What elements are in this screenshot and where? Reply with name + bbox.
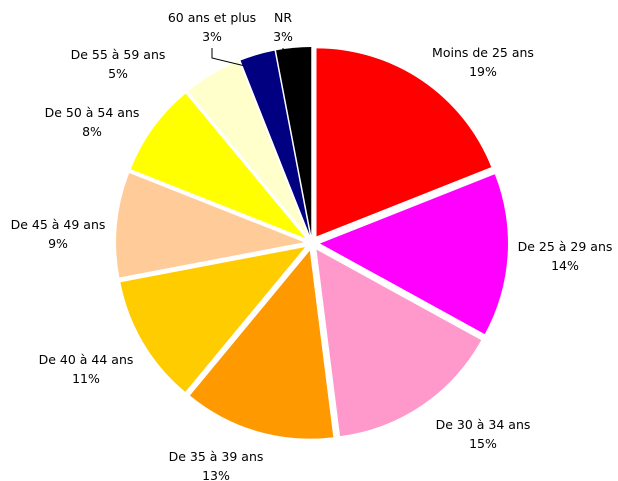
pie-slice-4: [189, 250, 334, 439]
pie-slice-6: [116, 173, 305, 278]
slice-percent-label: 13%: [202, 468, 230, 481]
slice-percent-label: 14%: [551, 258, 579, 273]
slice-label: De 40 à 44 ans: [39, 352, 134, 367]
slice-label: De 50 à 54 ans: [45, 105, 140, 120]
slice-label: 60 ans et plus: [168, 10, 256, 25]
pie-slice-2: [319, 174, 508, 335]
pie-slice-8: [188, 61, 308, 237]
pie-slices: [116, 47, 508, 439]
slice-label: De 35 à 39 ans: [169, 449, 264, 464]
pie-slice-9: [240, 50, 310, 236]
slice-label: De 55 à 59 ans: [71, 47, 166, 62]
slice-percent-label: 11%: [72, 371, 100, 386]
pie-slice-10: [276, 47, 312, 236]
pie-slice-1: [316, 48, 492, 237]
slice-percent-label: 5%: [108, 66, 128, 81]
slice-label: De 25 à 29 ans: [518, 239, 613, 254]
slice-percent-label: 3%: [202, 29, 222, 44]
slice-label: De 45 à 49 ans: [11, 217, 106, 232]
pie-slice-3: [316, 249, 482, 437]
pie-slice-7: [130, 93, 306, 239]
slice-percent-label: 3%: [273, 29, 293, 44]
slice-percent-label: 15%: [469, 436, 497, 451]
slice-label: Moins de 25 ans: [432, 45, 534, 60]
leader-line: [211, 48, 246, 67]
pie-labels: Moins de 25 ans 19% De 25 à 29 ans 14% De 30…: [11, 10, 613, 481]
pie-slice-5: [120, 247, 306, 392]
slice-percent-label: 19%: [469, 64, 497, 79]
slice-label: De 30 à 34 ans: [436, 417, 531, 432]
slice-percent-label: 9%: [48, 236, 68, 251]
slice-label: NR: [274, 10, 292, 25]
slice-percent-label: 8%: [82, 124, 102, 139]
